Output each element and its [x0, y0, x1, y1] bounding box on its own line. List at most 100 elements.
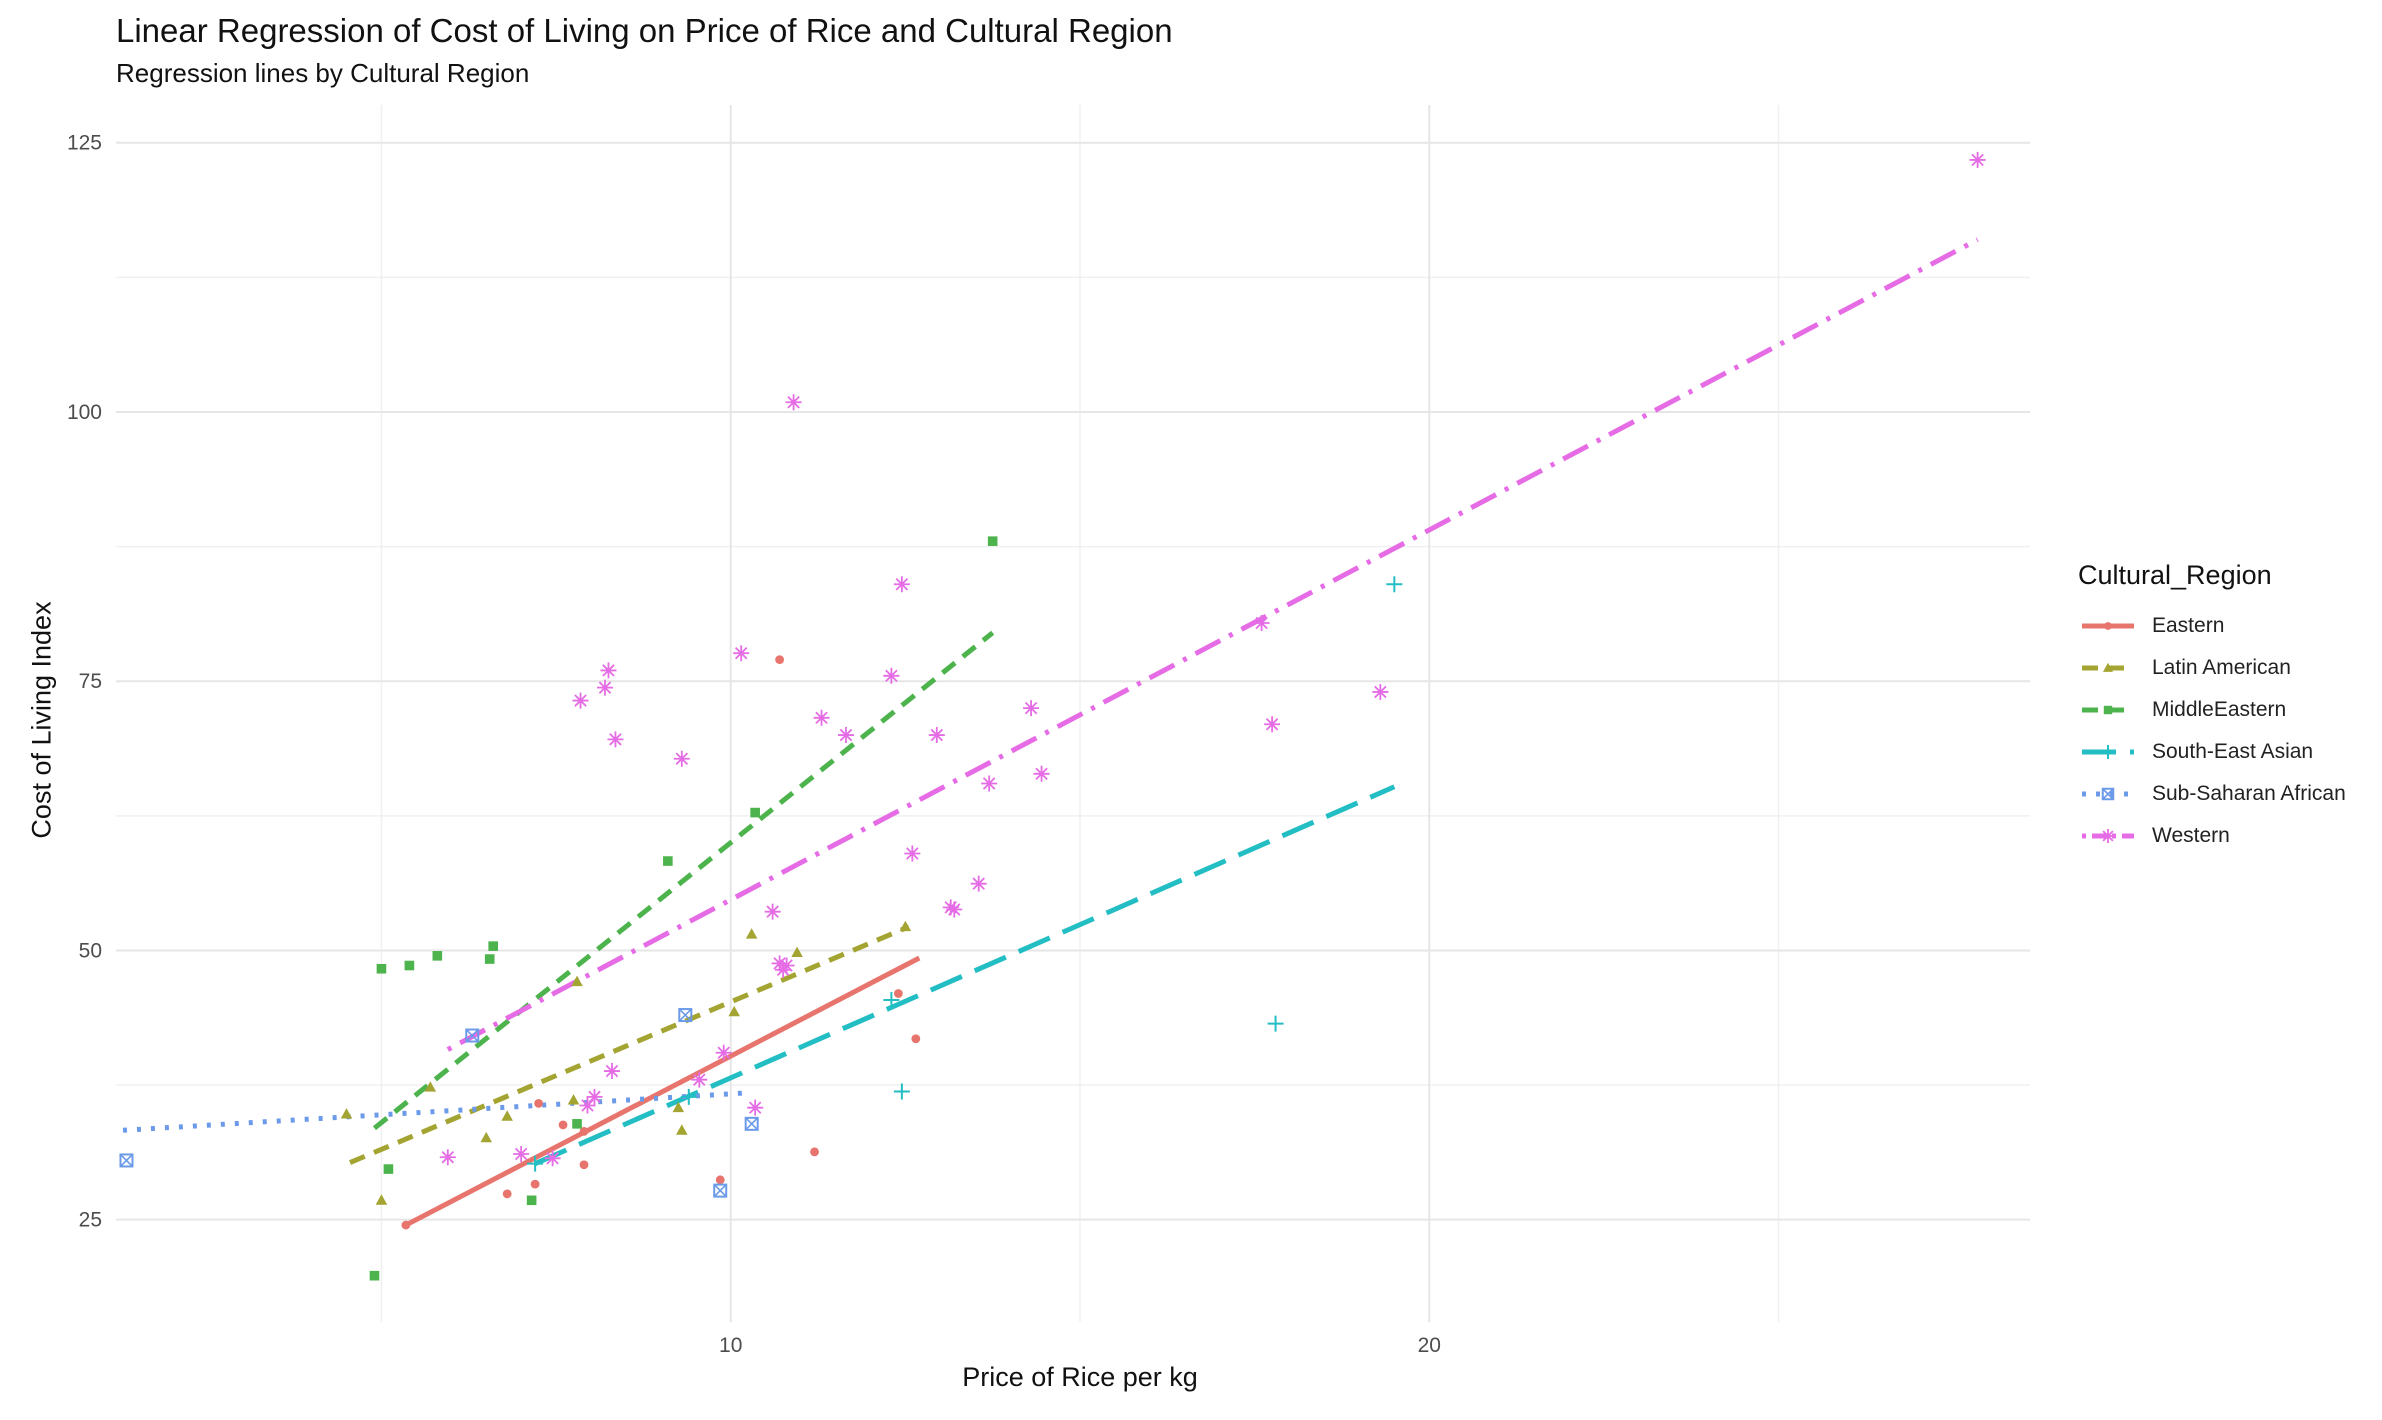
legend-key-middleeastern — [2082, 705, 2134, 715]
point-marker — [404, 960, 415, 971]
data-point-western — [691, 1071, 708, 1088]
regression-line-western — [446, 237, 1979, 1052]
point-marker-cross — [745, 1117, 759, 1131]
data-points — [119, 151, 1986, 1281]
point-marker — [764, 903, 781, 920]
data-point-western — [572, 692, 589, 709]
y-tick-label: 25 — [79, 1209, 102, 1232]
data-point-eastern — [558, 1120, 568, 1130]
regression-line-south-east-asian — [534, 784, 1396, 1166]
point-marker — [1372, 683, 1389, 700]
y-tick-label: 100 — [67, 401, 102, 424]
data-point-western — [942, 899, 959, 916]
point-marker — [715, 1044, 732, 1061]
x-axis-label: Price of Rice per kg — [962, 1362, 1198, 1392]
point-marker — [1386, 576, 1403, 593]
data-point-eastern — [579, 1160, 589, 1170]
legend-marker — [2101, 745, 2115, 759]
data-point-western — [603, 1063, 620, 1080]
point-marker — [526, 1195, 537, 1206]
data-point-western — [747, 1099, 764, 1116]
data-point-western — [1264, 716, 1281, 733]
point-marker — [119, 1153, 134, 1168]
point-marker — [607, 731, 624, 748]
data-point-latin-american — [672, 1101, 685, 1113]
legend-label: Western — [2152, 824, 2230, 847]
regression-line-sub-saharan-african — [122, 1090, 752, 1133]
point-marker — [572, 692, 589, 709]
data-point-eastern — [893, 989, 903, 998]
data-point-sub-saharan-african — [713, 1183, 728, 1198]
point-marker — [2101, 745, 2115, 759]
point-marker-cross — [2102, 788, 2114, 800]
legend-key-latin-american — [2082, 662, 2134, 672]
data-point-eastern — [530, 1179, 540, 1189]
point-marker — [672, 1101, 685, 1113]
legend-label: South-East Asian — [2152, 740, 2314, 763]
point-marker — [970, 875, 987, 892]
legend-label: Eastern — [2152, 614, 2225, 637]
regression-line-latin-american — [349, 924, 910, 1165]
point-marker — [340, 1108, 353, 1119]
point-marker — [558, 1120, 568, 1130]
legend-marker — [2102, 662, 2114, 672]
point-marker — [376, 963, 387, 974]
data-point-middleeastern — [526, 1195, 537, 1206]
data-point-south-east-asian — [883, 991, 900, 1008]
data-point-south-east-asian — [893, 1083, 910, 1100]
point-marker — [713, 1183, 728, 1198]
legend: Cultural_Region Eastern Latin American Mid… — [2078, 560, 2346, 857]
point-marker — [813, 709, 830, 726]
legend-marker — [2101, 829, 2115, 843]
data-point-sub-saharan-african — [465, 1028, 480, 1043]
point-marker — [2103, 705, 2113, 715]
data-point-latin-american — [791, 946, 803, 957]
point-marker — [1033, 765, 1050, 782]
data-point-middleeastern — [663, 856, 673, 866]
point-marker — [678, 1008, 693, 1023]
point-marker — [942, 899, 959, 916]
data-point-eastern — [401, 1220, 411, 1230]
point-marker — [383, 1164, 394, 1174]
data-point-western — [1969, 151, 1986, 168]
data-point-sub-saharan-african — [678, 1008, 693, 1023]
chart-subtitle: Regression lines by Cultural Region — [116, 58, 530, 88]
point-marker — [501, 1110, 513, 1121]
data-point-western — [513, 1145, 530, 1162]
point-marker — [691, 1071, 708, 1088]
point-marker — [579, 1160, 589, 1170]
point-marker — [488, 941, 499, 951]
point-marker — [883, 991, 900, 1008]
point-marker — [571, 975, 583, 987]
point-marker — [728, 1005, 740, 1017]
data-point-latin-american — [571, 975, 583, 987]
point-marker — [810, 1147, 819, 1157]
point-marker — [480, 1131, 492, 1143]
legend-marker — [2103, 705, 2113, 715]
data-point-latin-american — [676, 1124, 688, 1135]
point-marker — [424, 1081, 437, 1092]
regression-lines — [122, 237, 1979, 1228]
legend-label: MiddleEastern — [2152, 698, 2287, 721]
point-marker — [1264, 716, 1281, 733]
data-point-western — [837, 727, 854, 744]
legend-marker — [2101, 787, 2115, 801]
point-marker — [530, 1179, 540, 1189]
data-point-western — [607, 731, 624, 748]
point-marker — [2101, 829, 2115, 843]
legend-title: Cultural_Region — [2078, 560, 2272, 590]
point-marker — [465, 1028, 480, 1043]
data-point-latin-american — [480, 1131, 492, 1143]
point-marker — [904, 845, 921, 862]
legend-item-south-east-asian: South-East Asian — [2078, 731, 2346, 773]
point-marker — [715, 1175, 725, 1185]
data-point-western — [1033, 765, 1050, 782]
point-marker — [747, 1099, 764, 1116]
y-axis-label: Cost of Living Index — [26, 601, 57, 839]
legend-key-eastern — [2082, 622, 2134, 630]
data-point-sub-saharan-african — [119, 1153, 134, 1168]
data-point-western — [813, 709, 830, 726]
data-point-latin-american — [745, 928, 758, 939]
data-point-middleeastern — [572, 1119, 582, 1129]
